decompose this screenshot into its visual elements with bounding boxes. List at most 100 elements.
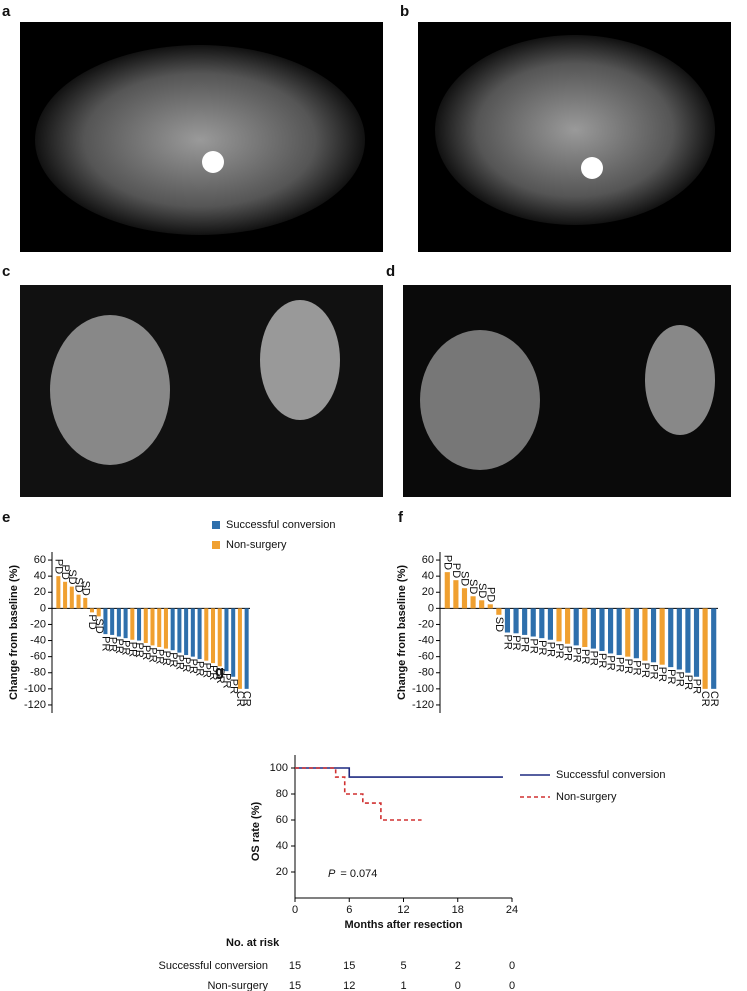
bar [461,588,468,609]
bar-label: PR [570,647,582,662]
risk-value: 0 [455,980,461,991]
bar-label: PR [140,645,152,660]
legend-label: Non-surgery [556,791,617,803]
bar [556,608,562,642]
y-tick-label: -80 [30,667,46,679]
bar-label: CR [708,691,720,707]
bar-label: PR [167,652,179,667]
bar [616,608,622,656]
bar [76,594,81,609]
bar-label: PR [536,640,548,655]
panel-label: c [2,263,10,280]
bar-label: PR [587,651,599,666]
bar [143,608,148,643]
bar-label: PR [639,663,651,678]
bar [590,608,596,649]
bar-label: PR [200,663,212,678]
bar [163,608,168,649]
risk-value: 15 [289,980,301,991]
y-tick-label: 40 [422,570,434,582]
bar-label: SD [79,581,91,596]
bar-label: PR [596,653,608,668]
bar [116,608,121,637]
x-tick-label: 0 [292,904,298,916]
survival-line [295,767,422,821]
bar [150,608,155,646]
risk-row-name: Successful conversion [159,960,268,972]
bar [170,608,175,651]
image-d-spleen [645,325,715,435]
y-tick-label: 0 [428,602,434,614]
y-tick-label: -100 [412,683,434,695]
bar [224,608,229,672]
annotation: P = 0.074 [328,868,377,880]
x-tick-label: 6 [346,904,352,916]
bar-label: PR [656,667,668,682]
y-tick-label: -20 [418,618,434,630]
x-axis-title: Months after resection [345,919,463,931]
bar-label: PR [133,643,145,658]
bar-label: PR [519,637,531,652]
bar [582,608,588,647]
bar-label: PR [160,651,172,666]
panel-label: g [215,663,224,680]
bar [217,608,222,667]
bar-label: PR [665,669,677,684]
bar-label: PR [605,655,617,670]
risk-value: 0 [509,980,515,991]
bar [231,608,236,677]
bar [522,608,528,635]
bar-label: PR [622,659,634,674]
risk-table-title: No. at risk [226,937,280,949]
y-tick-label: 20 [276,866,288,878]
bar-label: PR [227,679,239,694]
risk-value: 2 [455,960,461,972]
bar [103,608,108,635]
bar-label: PR [682,675,694,690]
bar-label: PR [194,661,206,676]
bar [96,608,101,617]
bar [633,608,639,659]
bar-label: PR [147,647,159,662]
bar [237,608,242,689]
risk-value: 1 [400,980,406,991]
bar [625,608,631,657]
bar-label: PR [545,642,557,657]
bar [244,608,249,689]
bar-label: PD [52,559,64,574]
panel-label: f [398,509,404,526]
bar [123,608,128,639]
bar [530,608,536,637]
bar-label: PR [221,673,233,688]
y-tick-label: 40 [276,840,288,852]
image-c-spleen [260,300,340,420]
bar [504,608,511,633]
bar [676,608,682,670]
bar [137,608,142,641]
bar [69,586,74,609]
bar [130,608,135,640]
bar-label: PR [187,659,199,674]
bar-label: PR [673,672,685,687]
bar-label: PR [510,635,522,650]
image-c-liver [50,315,170,465]
x-tick-label: 12 [397,904,409,916]
y-tick-label: 20 [34,586,46,598]
bar-label: PR [527,639,539,654]
bar [659,608,665,665]
bar [487,604,493,609]
bar-label: PR [180,657,192,672]
bar [685,608,691,673]
bar [479,600,485,609]
bar-label: PR [153,649,165,664]
annotation-text: = 0.074 [340,868,377,880]
bar-label: PR [113,639,125,654]
panel-label: d [386,263,395,280]
bar-label: CR [234,691,246,707]
y-tick-label: 60 [34,554,46,566]
panel-label: b [400,3,409,20]
y-tick-label: 0 [40,602,46,614]
risk-value: 0 [509,960,515,972]
y-tick-label: 20 [422,586,434,598]
